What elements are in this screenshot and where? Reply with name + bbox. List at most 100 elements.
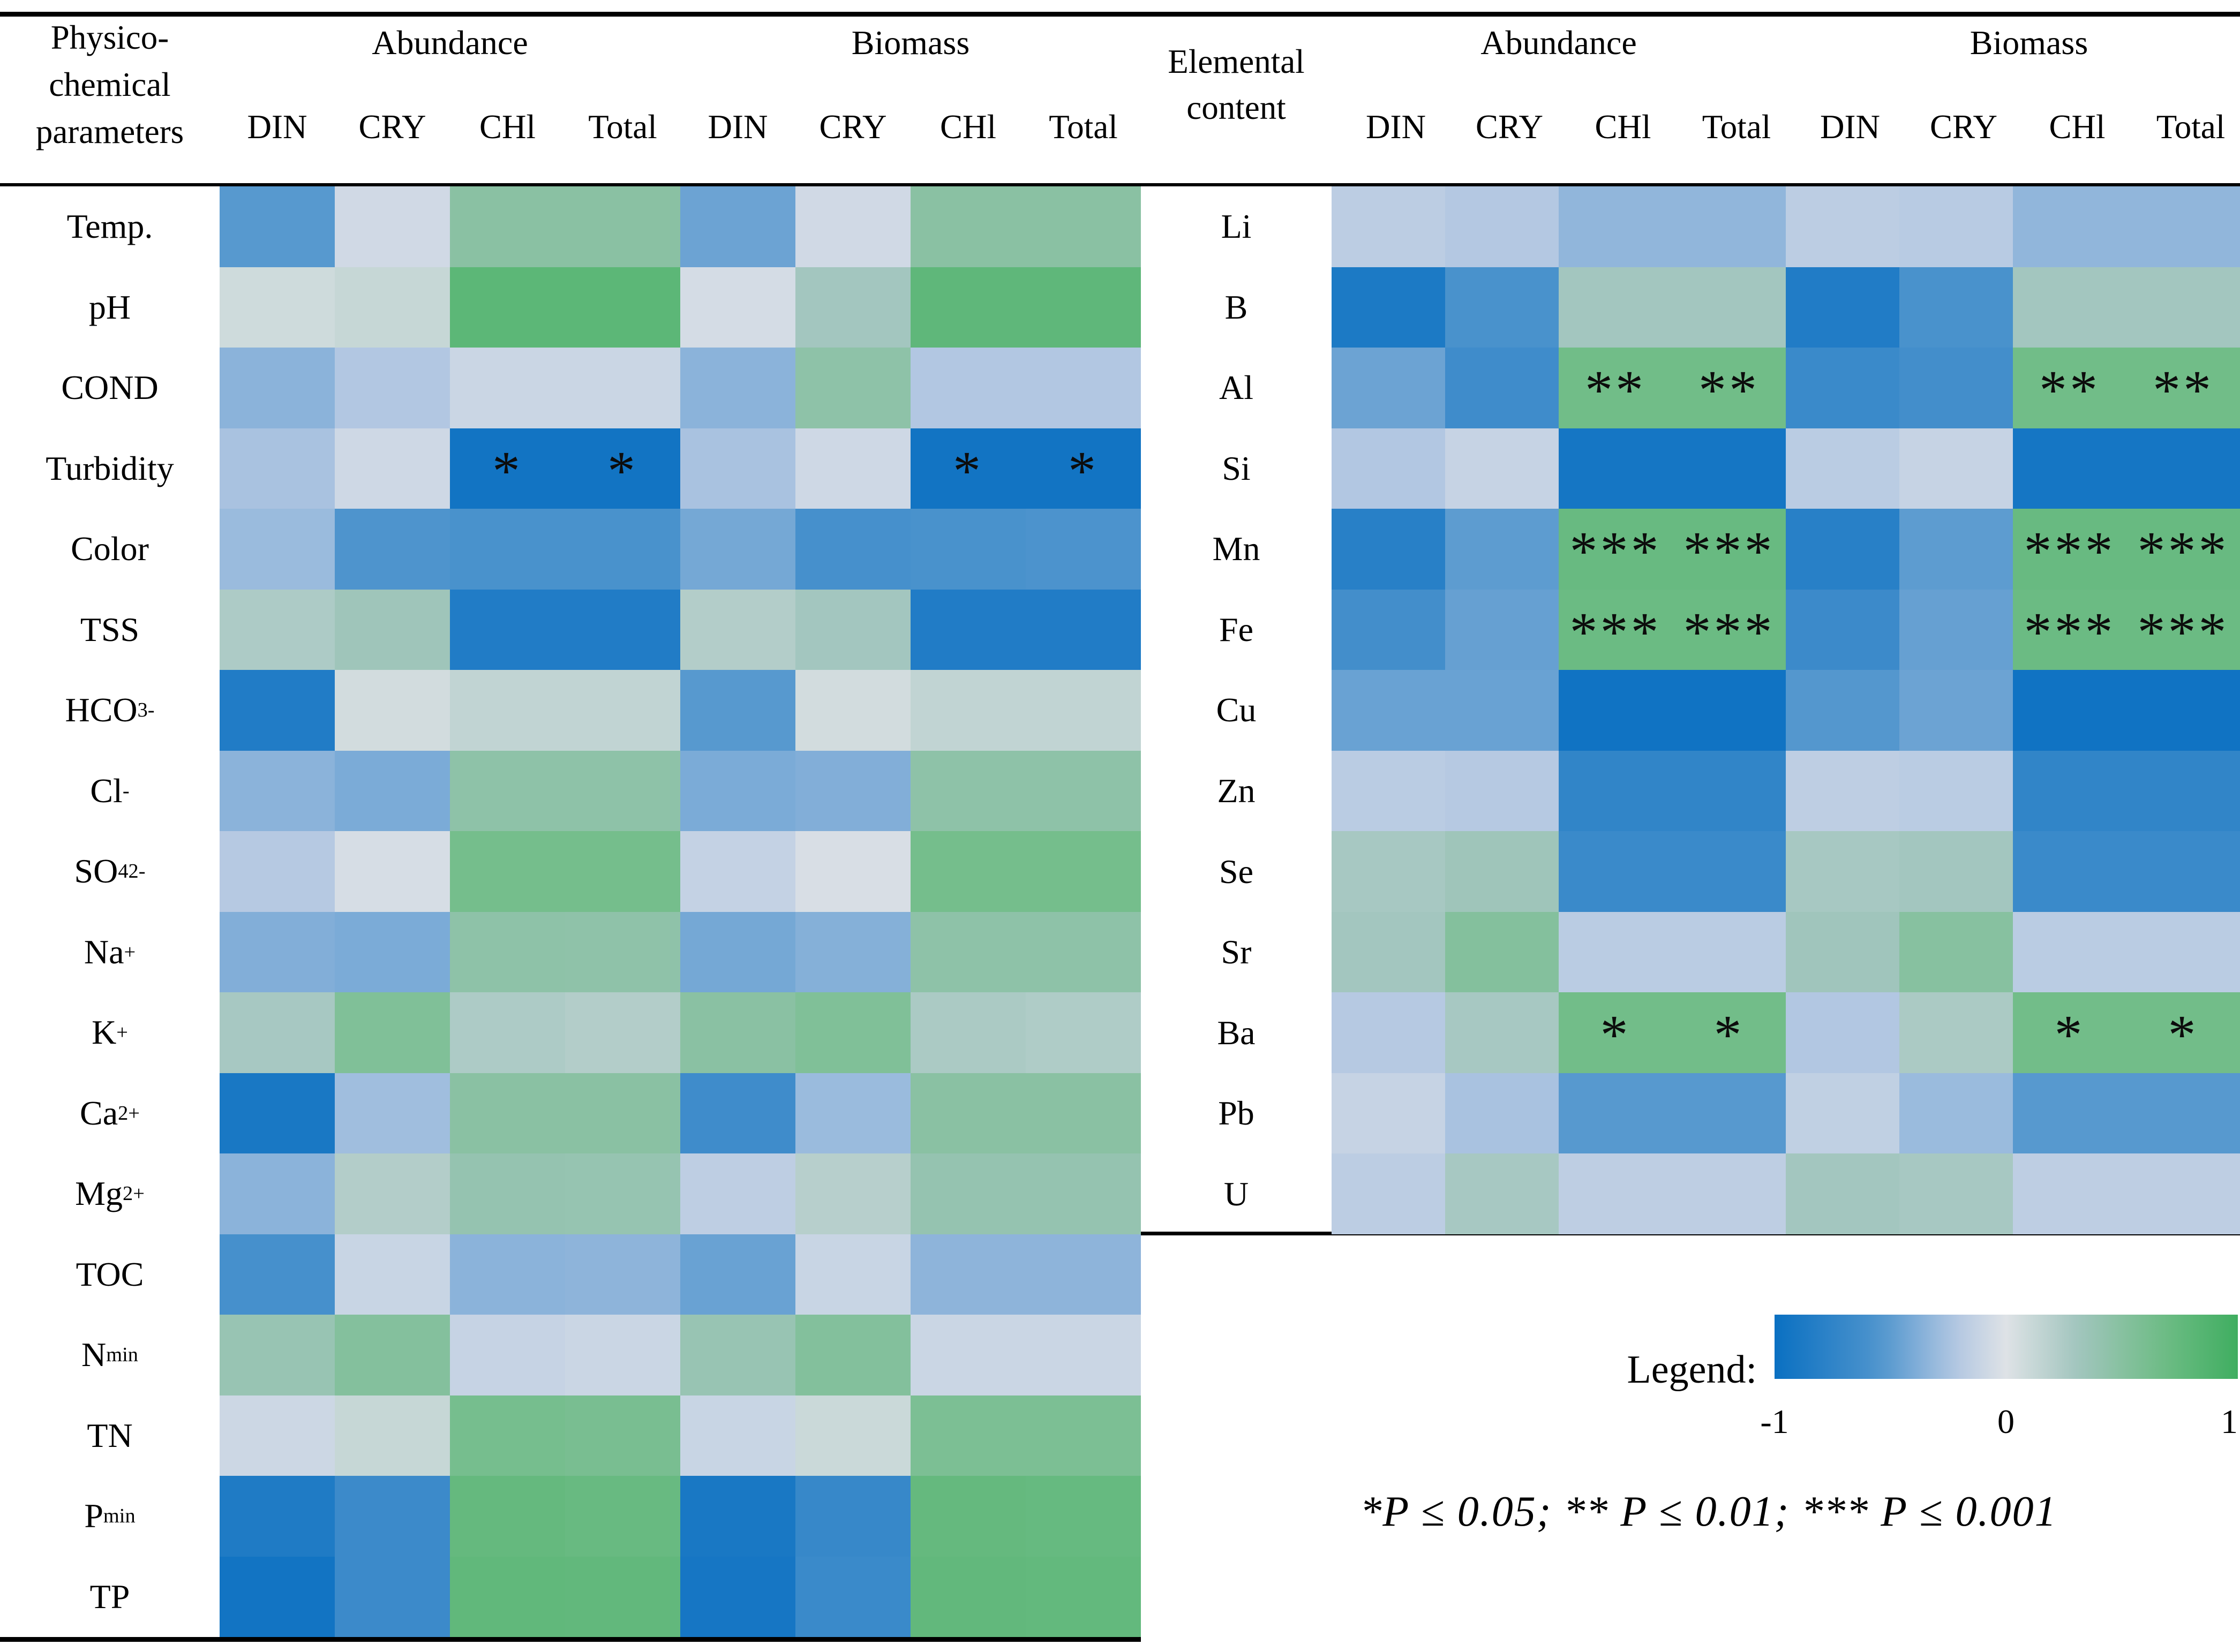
heatmap-cell — [911, 1556, 1026, 1637]
right-row-header-line2: content — [1186, 89, 1286, 126]
heatmap-cell — [795, 750, 911, 831]
right-row-header: Elemental content — [1141, 39, 1332, 131]
column-header-cry: CRY — [1475, 108, 1544, 146]
heatmap-cell — [565, 911, 680, 992]
heatmap-cell — [335, 1476, 450, 1557]
heatmap-cell: *** — [1672, 589, 1786, 670]
heatmap-cell — [1332, 267, 1445, 348]
row-label-text: pH — [88, 288, 131, 326]
column-header-cry: CRY — [1929, 108, 1998, 146]
heatmap-cell — [2013, 267, 2126, 348]
row-label-subscript: min — [106, 1344, 138, 1367]
heatmap-cell — [565, 831, 680, 912]
row-label: Zn — [1141, 751, 1332, 832]
heatmap-cell — [1672, 186, 1786, 267]
heatmap-cell — [680, 1476, 795, 1557]
row-label: U — [1141, 1153, 1332, 1234]
heatmap-cell — [680, 348, 795, 428]
heatmap-cell — [680, 750, 795, 831]
column-header-total: Total — [2156, 108, 2226, 146]
heatmap-cell — [335, 1234, 450, 1315]
heatmap-cell — [450, 186, 565, 267]
heatmap-cell — [450, 1556, 565, 1637]
heatmap-cell — [1786, 589, 1899, 670]
heatmap-cell — [911, 1315, 1026, 1395]
row-label-text: Mn — [1212, 530, 1260, 568]
left-heatmap-grid: * * * * — [220, 186, 1141, 1637]
heatmap-cell — [1445, 1153, 1559, 1234]
row-label-superscript: - — [147, 699, 155, 722]
heatmap-cell — [911, 1073, 1026, 1153]
heatmap-cell — [1786, 509, 1899, 590]
heatmap-cell — [680, 1073, 795, 1153]
heatmap-cell — [795, 1234, 911, 1315]
column-header-cry: CRY — [358, 108, 426, 146]
row-label: pH — [0, 267, 220, 348]
heatmap-cell — [680, 186, 795, 267]
heatmap-cell — [795, 1315, 911, 1395]
heatmap-cell — [335, 509, 450, 590]
heatmap-cell — [1332, 750, 1445, 832]
heatmap-cell — [1026, 348, 1141, 428]
heatmap-cell — [450, 750, 565, 831]
heatmap-cell — [911, 750, 1026, 831]
column-header-din: DIN — [1820, 108, 1880, 146]
column-header-total: Total — [1049, 108, 1118, 146]
heatmap-cell — [565, 1073, 680, 1153]
right-heatmap-grid: ** ** ** ** *** *** *** *** *** *** *** *** * * * * — [1332, 186, 2240, 1234]
row-label: Si — [1141, 428, 1332, 509]
heatmap-cell — [220, 1395, 335, 1476]
significance-stars: ** — [1698, 359, 1760, 421]
heatmap-cell — [565, 1476, 680, 1557]
significance-note: *P ≤ 0.05; ** P ≤ 0.01; *** P ≤ 0.001 — [1360, 1488, 2057, 1535]
row-label-subscript: 4 — [118, 860, 129, 883]
heatmap-cell — [2126, 186, 2240, 267]
row-label-text: TP — [89, 1577, 130, 1616]
heatmap-cell — [335, 1315, 450, 1395]
left-column-headers: DIN CRY CHl Total DIN CRY CHl Total — [220, 94, 1141, 161]
heatmap-cell — [1026, 589, 1141, 670]
heatmap-cell — [335, 1073, 450, 1153]
heatmap-cell — [911, 1476, 1026, 1557]
heatmap-cell: ** — [2126, 348, 2240, 428]
heatmap-cell — [1899, 509, 2013, 590]
heatmap-cell — [220, 428, 335, 509]
heatmap-cell — [220, 831, 335, 912]
column-header-total: Total — [1702, 108, 1771, 146]
heatmap-cell — [911, 1234, 1026, 1315]
heatmap-cell — [2013, 670, 2126, 751]
row-label-superscript: - — [122, 779, 130, 802]
heatmap-cell — [1332, 1073, 1445, 1154]
heatmap-cell — [1899, 348, 2013, 428]
row-label: Mn — [1141, 509, 1332, 590]
heatmap-cell — [1899, 589, 2013, 670]
significance-stars: * — [607, 440, 638, 502]
row-label-superscript: 2+ — [118, 1102, 140, 1125]
row-label-text: Si — [1222, 449, 1251, 487]
heatmap-cell — [450, 1153, 565, 1234]
heatmap-cell — [911, 670, 1026, 751]
heatmap-cell — [1786, 992, 1899, 1073]
heatmap-cell — [1332, 831, 1445, 912]
heatmap-cell — [220, 1556, 335, 1637]
row-label: Cu — [1141, 670, 1332, 751]
heatmap-cell — [2126, 831, 2240, 912]
significance-stars: * — [2054, 1004, 2085, 1066]
heatmap-cell — [220, 911, 335, 992]
heatmap-cell — [1445, 750, 1559, 832]
heatmap-cell — [1026, 1153, 1141, 1234]
heatmap-cell — [1026, 186, 1141, 267]
heatmap-cell — [565, 1234, 680, 1315]
heatmap-cell — [1332, 348, 1445, 428]
legend-tick-minus1: -1 — [1760, 1402, 1789, 1440]
column-header-chl: CHl — [939, 108, 997, 146]
heatmap-cell — [220, 186, 335, 267]
row-label-text: Ca — [80, 1093, 118, 1132]
legend-tick-one: 1 — [2221, 1402, 2238, 1440]
heatmap-cell — [1026, 1073, 1141, 1153]
heatmap-cell — [565, 1556, 680, 1637]
row-label-superscript: + — [116, 1021, 128, 1044]
row-label: COND — [0, 348, 220, 428]
heatmap-cell — [565, 267, 680, 348]
